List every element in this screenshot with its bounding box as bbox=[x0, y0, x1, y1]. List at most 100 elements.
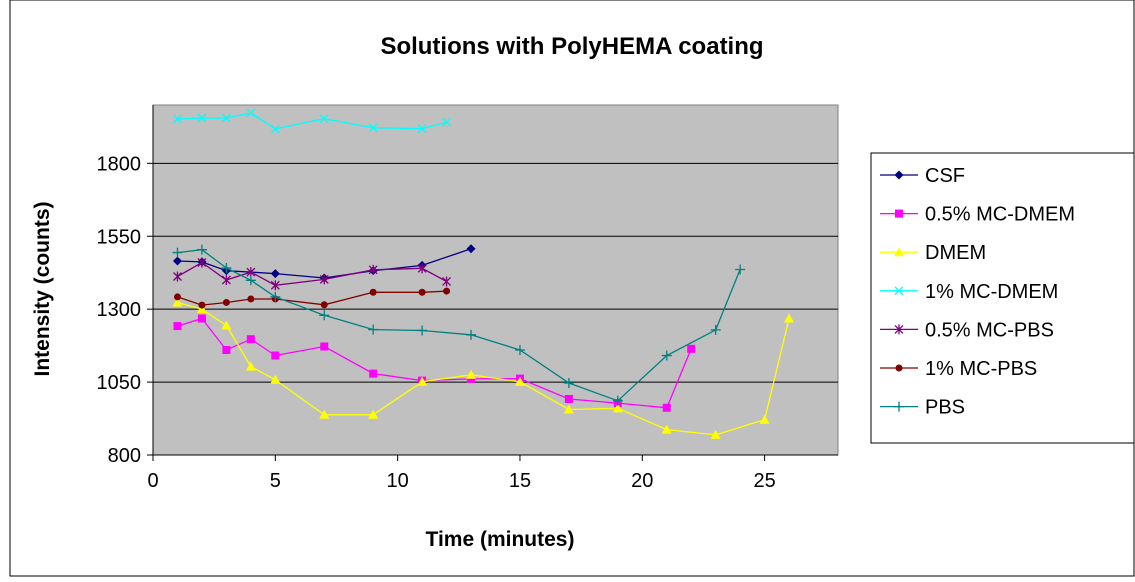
series-line bbox=[177, 248, 472, 279]
series-group bbox=[172, 108, 795, 439]
data-point bbox=[221, 113, 231, 123]
data-point bbox=[612, 395, 623, 406]
data-point bbox=[319, 114, 329, 124]
data-point bbox=[368, 324, 379, 335]
data-point bbox=[466, 329, 477, 340]
data-point bbox=[320, 342, 329, 351]
data-point bbox=[172, 256, 182, 266]
legend-item: 1% MC-PBS bbox=[880, 358, 1037, 380]
legend-marker bbox=[894, 247, 904, 257]
y-tick-label: 800 bbox=[108, 445, 141, 467]
data-point bbox=[221, 320, 232, 330]
x-tick-label: 0 bbox=[147, 470, 158, 492]
data-point bbox=[222, 298, 230, 306]
legend-item: 0.5% MC-PBS bbox=[880, 319, 1054, 341]
legend-label: 1% MC-DMEM bbox=[925, 281, 1058, 303]
data-point bbox=[563, 404, 574, 414]
series-line bbox=[177, 301, 790, 436]
data-point bbox=[173, 271, 182, 282]
data-point bbox=[245, 275, 256, 286]
legend-item: PBS bbox=[880, 397, 965, 419]
series-pbs bbox=[172, 244, 746, 406]
data-point bbox=[661, 424, 672, 434]
data-point bbox=[198, 301, 206, 309]
data-point bbox=[759, 414, 770, 424]
data-point bbox=[710, 324, 721, 335]
x-tick-label: 15 bbox=[509, 470, 531, 492]
data-point bbox=[784, 313, 795, 323]
data-point bbox=[319, 274, 329, 285]
data-point bbox=[368, 123, 378, 133]
data-point bbox=[197, 314, 206, 323]
data-point bbox=[319, 310, 330, 321]
data-point bbox=[417, 376, 428, 386]
y-tick-label: 1800 bbox=[97, 153, 142, 175]
data-point bbox=[270, 124, 280, 134]
data-point bbox=[247, 295, 255, 303]
data-point bbox=[442, 276, 452, 287]
data-point bbox=[271, 351, 280, 360]
legend-label: 1% MC-PBS bbox=[925, 358, 1037, 380]
series-dmem bbox=[172, 297, 795, 439]
x-tick-label: 25 bbox=[753, 470, 775, 492]
legend-label: 0.5% MC-DMEM bbox=[925, 204, 1075, 226]
data-point bbox=[197, 113, 207, 123]
data-point bbox=[319, 409, 330, 419]
data-point bbox=[687, 344, 696, 353]
data-point bbox=[466, 244, 476, 254]
data-point bbox=[417, 263, 427, 274]
y-axis-label: Intensity (counts) bbox=[31, 201, 54, 376]
data-point bbox=[417, 124, 427, 134]
data-point bbox=[221, 263, 232, 274]
series-1pct-mc-dmem bbox=[173, 108, 452, 134]
data-point bbox=[466, 369, 477, 379]
data-point bbox=[270, 291, 281, 302]
legend-box bbox=[870, 152, 1135, 444]
y-tick-label: 1550 bbox=[97, 226, 142, 248]
data-point bbox=[221, 275, 231, 285]
data-point bbox=[467, 374, 476, 383]
legend-label: DMEM bbox=[925, 242, 986, 264]
data-point bbox=[196, 304, 207, 314]
data-point bbox=[442, 117, 452, 127]
data-point bbox=[196, 244, 207, 255]
legend-marker bbox=[894, 401, 904, 412]
data-point bbox=[612, 403, 623, 413]
data-point bbox=[246, 108, 256, 118]
data-point bbox=[662, 403, 671, 412]
data-point bbox=[369, 288, 377, 296]
legend-marker bbox=[895, 364, 903, 372]
series-line bbox=[177, 317, 692, 409]
x-tick-label: 20 bbox=[631, 470, 653, 492]
legend: CSF 0.5% MC-DMEM DMEM 1% MC-DMEM 0.5% MC-PBS… bbox=[870, 152, 1135, 444]
ticks: 800 1050 1300 1550 1800 0 5 10 15 20 25 bbox=[97, 153, 776, 492]
data-point bbox=[564, 395, 573, 403]
legend-label: 0.5% MC-PBS bbox=[925, 319, 1054, 341]
x-axis-label: Time (minutes) bbox=[426, 528, 575, 551]
data-point bbox=[735, 264, 746, 275]
data-point bbox=[710, 429, 721, 439]
data-point bbox=[172, 297, 183, 307]
data-point bbox=[246, 335, 255, 344]
data-point bbox=[320, 301, 328, 309]
data-point bbox=[661, 350, 672, 361]
data-point bbox=[368, 409, 379, 419]
data-point bbox=[270, 269, 280, 279]
data-point bbox=[173, 114, 182, 124]
legend-marker bbox=[894, 286, 904, 296]
data-point bbox=[417, 325, 428, 336]
data-point bbox=[197, 257, 207, 268]
data-point bbox=[369, 369, 378, 378]
data-point bbox=[173, 293, 181, 301]
data-point bbox=[172, 247, 183, 258]
legend-label: PBS bbox=[925, 397, 965, 419]
data-point bbox=[173, 322, 182, 331]
y-tick-label: 1050 bbox=[97, 372, 142, 394]
legend-item: 0.5% MC-DMEM bbox=[880, 204, 1075, 226]
x-tick-label: 10 bbox=[387, 470, 409, 492]
data-point bbox=[418, 288, 426, 296]
legend-item: 1% MC-DMEM bbox=[880, 281, 1058, 303]
legend-label: CSF bbox=[925, 165, 965, 187]
legend-item: CSF bbox=[880, 165, 965, 187]
